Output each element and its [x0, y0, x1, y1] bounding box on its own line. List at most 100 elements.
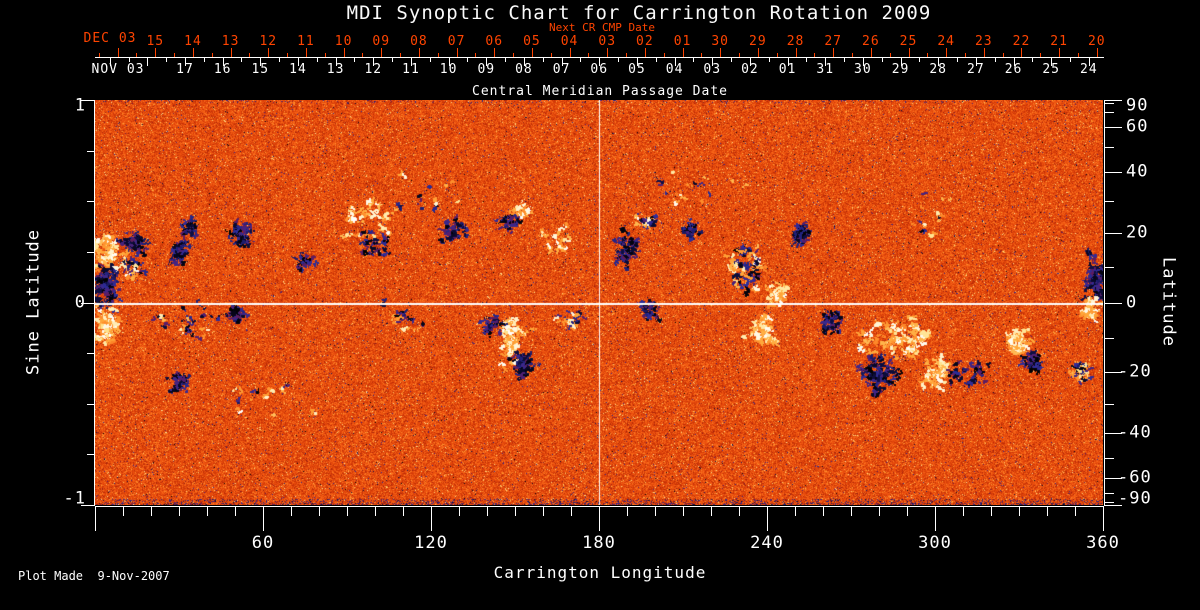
next-cr-day-tick: [305, 48, 307, 57]
cmp-day-tick: [975, 58, 977, 66]
next-cr-day-tick: [739, 53, 741, 57]
next-cr-date-label: 25: [899, 34, 918, 49]
axis-line-left: [94, 100, 95, 506]
chart-title: MDI Synoptic Chart for Carrington Rotati…: [346, 2, 932, 24]
next-cr-date-label: 28: [786, 34, 805, 49]
cmp-date-label: 08: [515, 62, 533, 77]
next-cr-date-label: 20: [1087, 34, 1106, 49]
latitude-tick: [1105, 505, 1122, 506]
next-cr-day-tick: [757, 48, 759, 57]
cmp-day-tick: [580, 58, 582, 62]
cmp-month-label: NOV 03: [91, 62, 145, 77]
next-cr-day-tick: [852, 53, 853, 57]
cmp-date-label: 30: [854, 62, 872, 77]
cmp-date-label: 27: [967, 62, 985, 77]
sine-latitude-label: -1: [63, 488, 86, 509]
longitude-label: 360: [1086, 533, 1120, 553]
next-cr-day-tick: [983, 48, 985, 57]
longitude-tick: [487, 507, 488, 516]
cmp-day-tick: [919, 58, 921, 62]
latitude-tick: [1105, 127, 1122, 129]
latitude-tick: [1105, 432, 1122, 434]
longitude-tick: [207, 507, 208, 516]
next-cr-date-label: 14: [184, 34, 202, 49]
cmp-date-label: 16: [213, 62, 232, 77]
latitude-tick: [1105, 477, 1122, 479]
sine-latitude-tick: [87, 353, 94, 355]
longitude-tick: [795, 507, 796, 516]
next-cr-date-label: 24: [937, 34, 955, 49]
next-cr-day-tick: [964, 53, 966, 57]
longitude-tick: [375, 507, 376, 516]
longitude-tick: [235, 507, 236, 516]
next-cr-day-tick: [701, 53, 703, 57]
latitude-tick: [1105, 112, 1114, 114]
cmp-day-tick: [768, 58, 770, 62]
cmp-day-tick: [542, 58, 544, 62]
cmp-date-label: 15: [251, 62, 270, 77]
cmp-date-label: 10: [439, 62, 458, 77]
plot-made-note: Plot Made 9-Nov-2007: [18, 569, 170, 583]
longitude-tick: [543, 507, 544, 516]
y-axis-left-title: Sine Latitude: [23, 228, 44, 376]
cmp-day-tick: [1013, 58, 1015, 66]
cmp-day-tick: [260, 58, 262, 66]
cmp-day-tick: [674, 58, 676, 66]
cmp-axis-title: Central Meridian Passage Date: [472, 84, 728, 99]
next-cr-day-tick: [1096, 48, 1098, 57]
next-cr-day-tick: [437, 53, 439, 57]
next-cr-date-label: 27: [824, 34, 842, 49]
longitude-tick: [767, 507, 768, 531]
longitude-tick: [907, 507, 908, 516]
axis-line-right: [1104, 100, 1105, 506]
next-cr-day-tick: [626, 53, 628, 57]
cmp-date-label: 12: [364, 62, 383, 77]
cmp-date-label: 11: [402, 62, 420, 77]
longitude-tick: [95, 507, 96, 531]
cmp-day-tick: [599, 58, 601, 66]
longitude-label: 300: [918, 533, 952, 553]
next-cr-day-tick: [1002, 53, 1004, 57]
next-cr-date-label: 30: [711, 34, 730, 49]
longitude-tick: [739, 507, 740, 516]
cmp-day-tick: [749, 58, 751, 66]
next-cr-day-tick: [908, 48, 910, 57]
next-cr-day-tick: [136, 53, 138, 57]
next-cr-date-label: 23: [974, 34, 993, 49]
magnetogram-image: [95, 100, 1103, 505]
sine-latitude-tick: [87, 251, 94, 253]
longitude-tick: [1019, 507, 1020, 516]
next-cr-date-label: 06: [485, 34, 504, 49]
next-cr-day-tick: [343, 48, 345, 57]
cmp-day-tick: [806, 58, 808, 62]
next-cr-day-tick: [644, 48, 646, 57]
next-cr-day-tick: [682, 48, 684, 57]
sine-latitude-tick: [81, 100, 94, 101]
next-cr-axis-title: Next CR CMP Date: [549, 21, 655, 34]
cmp-day-tick: [392, 58, 394, 62]
next-cr-day-tick: [249, 53, 251, 57]
longitude-tick: [291, 507, 292, 516]
sine-latitude-tick: [87, 201, 94, 203]
next-cr-date-label: 21: [1050, 34, 1068, 49]
longitude-tick: [515, 507, 516, 516]
next-cr-day-tick: [1040, 53, 1042, 57]
cmp-day-tick: [712, 58, 714, 66]
longitude-tick: [347, 507, 348, 516]
cmp-date-label: 25: [1042, 62, 1060, 77]
next-cr-day-tick: [814, 53, 816, 57]
latitude-label: 40: [1126, 161, 1149, 182]
cmp-day-tick: [862, 58, 864, 66]
cmp-date-label: 29: [891, 62, 910, 77]
next-cr-date-label: 04: [560, 34, 579, 49]
longitude-tick: [1075, 507, 1076, 516]
cmp-date-label: 13: [326, 62, 345, 77]
next-cr-date-label: 10: [334, 34, 353, 49]
cmp-day-tick: [881, 58, 883, 62]
cmp-date-label: 31: [816, 62, 835, 77]
cmp-date-label: 14: [289, 62, 307, 77]
longitude-label: 120: [414, 533, 448, 553]
latitude-tick: [1105, 371, 1122, 373]
cmp-day-tick: [900, 58, 902, 66]
